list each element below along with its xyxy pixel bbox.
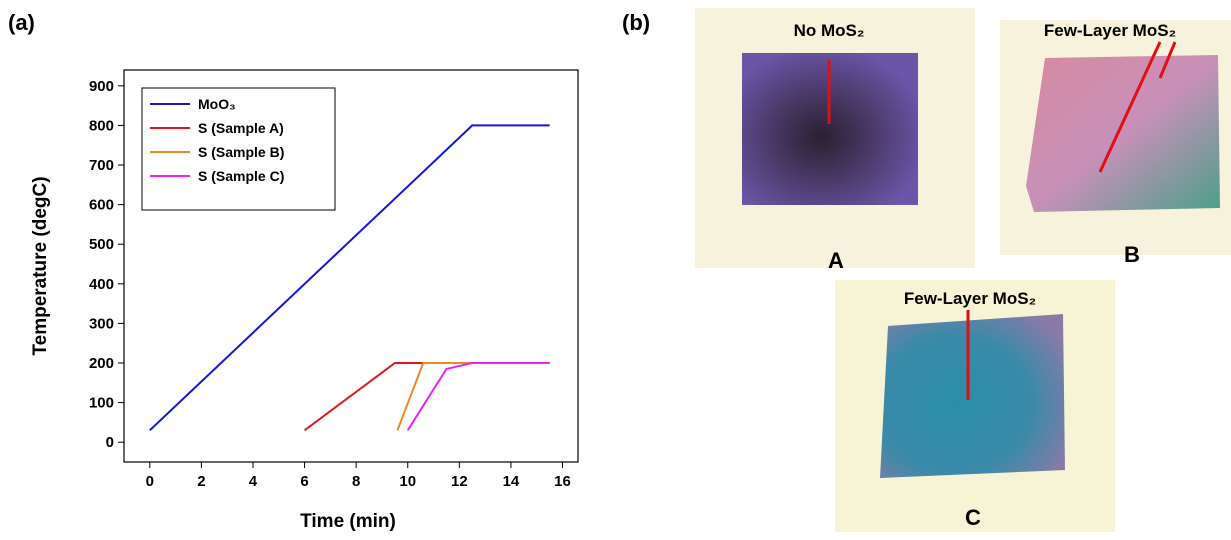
x-tick-label: 14 bbox=[503, 473, 520, 490]
photo-a: No MoS₂ A bbox=[695, 8, 975, 273]
panel-label: (a) bbox=[8, 10, 35, 35]
photo-c: Few-Layer MoS₂ C bbox=[835, 280, 1115, 532]
legend-label: S (Sample B) bbox=[198, 144, 284, 160]
y-tick-label: 900 bbox=[89, 78, 114, 95]
data-line bbox=[397, 363, 549, 430]
y-tick-label: 600 bbox=[89, 197, 114, 214]
photo-letter: A bbox=[828, 248, 844, 273]
photo-label: No MoS₂ bbox=[794, 21, 865, 40]
photo-letter: C bbox=[965, 505, 981, 530]
sample bbox=[880, 314, 1065, 478]
panel-label: (b) bbox=[622, 10, 650, 35]
y-axis-label: Temperature (degC) bbox=[30, 176, 51, 355]
x-tick-label: 16 bbox=[554, 473, 571, 490]
y-tick-label: 400 bbox=[89, 276, 114, 293]
sample bbox=[1026, 55, 1220, 212]
y-tick-label: 300 bbox=[89, 315, 114, 332]
x-axis-label: Time (min) bbox=[300, 511, 396, 532]
legend-label: S (Sample C) bbox=[198, 168, 284, 184]
x-tick-label: 2 bbox=[197, 473, 205, 490]
x-tick-label: 10 bbox=[399, 473, 416, 490]
photo-label: Few-Layer MoS₂ bbox=[1044, 21, 1176, 40]
x-tick-label: 12 bbox=[451, 473, 468, 490]
y-tick-label: 200 bbox=[89, 355, 114, 372]
x-tick-label: 4 bbox=[249, 473, 258, 490]
y-tick-label: 0 bbox=[106, 434, 114, 451]
data-line bbox=[408, 363, 550, 430]
x-tick-label: 8 bbox=[352, 473, 360, 490]
plot-area: Time (min) Temperature (degC) 0 2 4 6 8 10 12 1… bbox=[30, 70, 578, 532]
photo-label: Few-Layer MoS₂ bbox=[904, 289, 1036, 308]
data-line bbox=[305, 363, 550, 430]
y-tick-label: 100 bbox=[89, 395, 114, 412]
x-tick-label: 0 bbox=[146, 473, 154, 490]
y-tick-label: 700 bbox=[89, 157, 114, 174]
y-tick-label: 800 bbox=[89, 117, 114, 134]
figure: (a) (b) Time (min) Temperature (degC) 0 2… bbox=[0, 0, 1231, 535]
x-tick-label: 6 bbox=[300, 473, 308, 490]
y-tick-label: 500 bbox=[89, 236, 114, 253]
legend-label: MoO₃ bbox=[198, 96, 236, 112]
photo-b: Few-Layer MoS₂ B bbox=[1000, 20, 1231, 267]
photo-letter: B bbox=[1124, 242, 1140, 267]
legend-label: S (Sample A) bbox=[198, 120, 284, 136]
